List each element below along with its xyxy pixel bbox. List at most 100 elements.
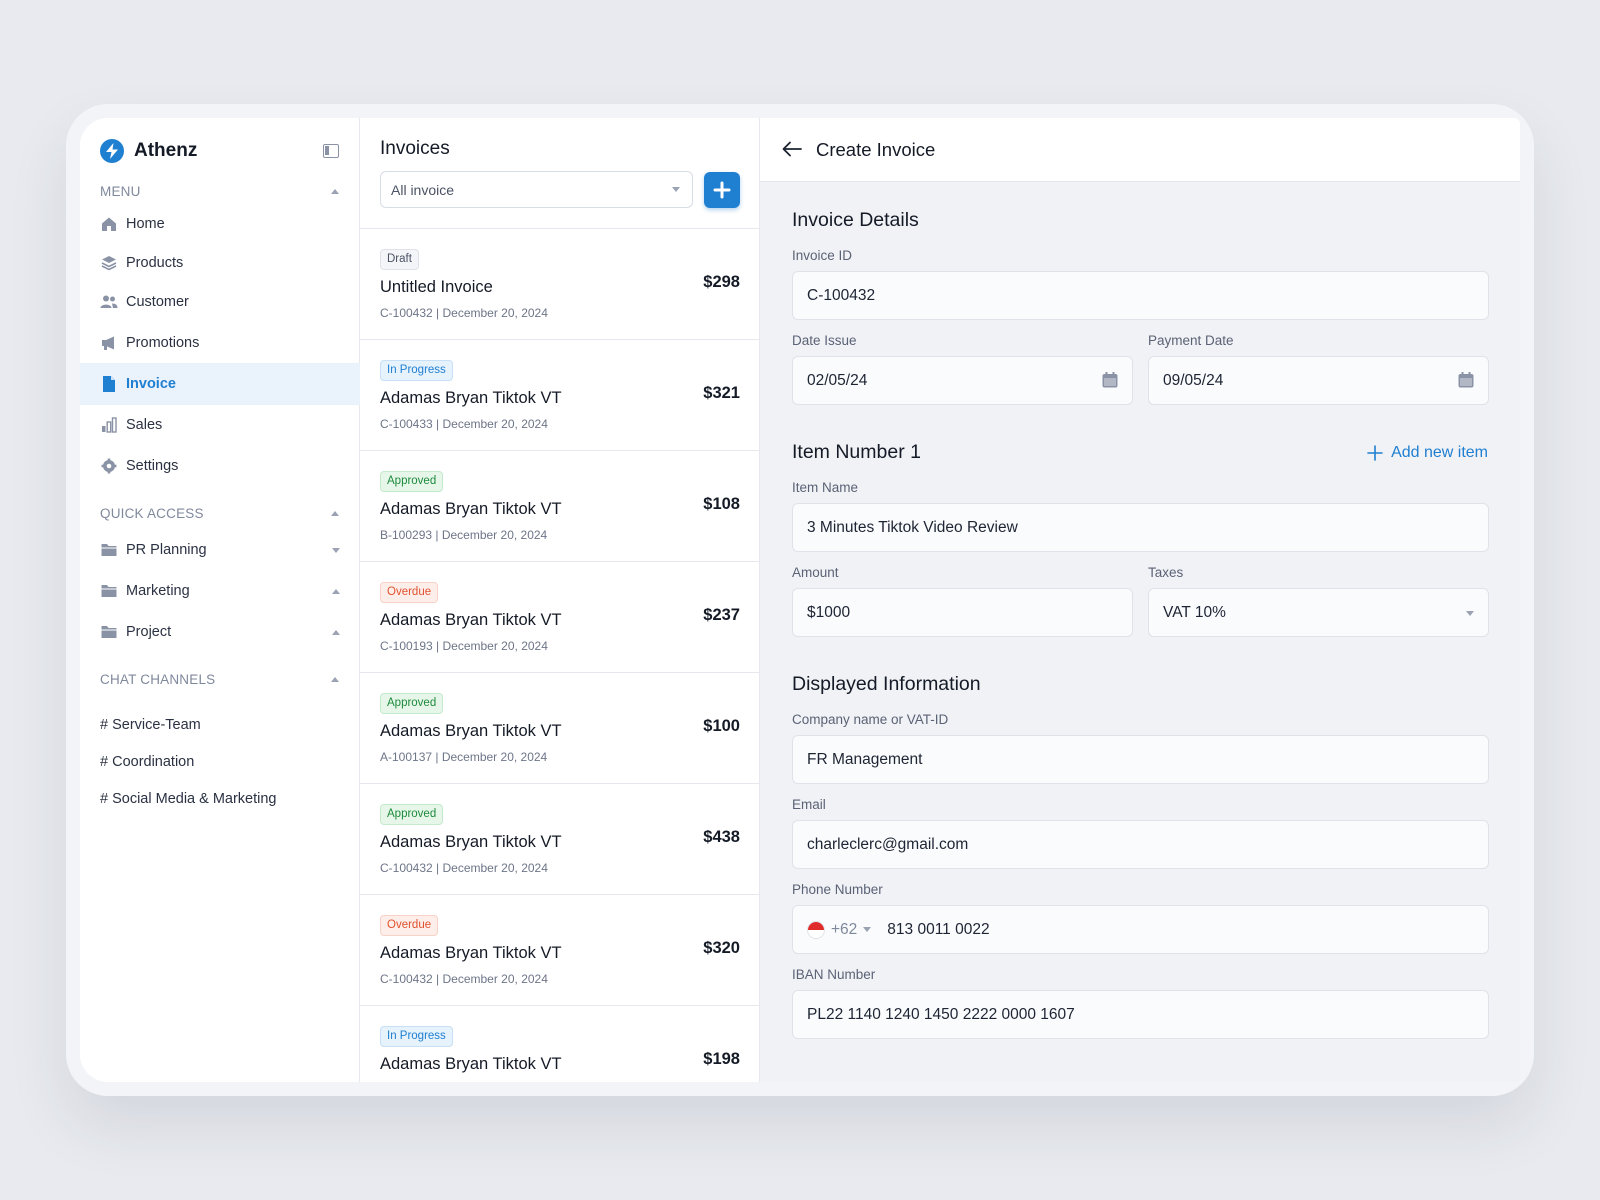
quick-access-label: Marketing xyxy=(126,583,190,599)
gear-icon xyxy=(100,457,118,475)
calendar-icon[interactable] xyxy=(1102,372,1118,393)
invoice-name: Adamas Bryan Tiktok VT xyxy=(380,1055,562,1073)
status-badge: Overdue xyxy=(380,582,439,603)
item-number-heading: Item Number 1 xyxy=(792,441,921,463)
payment-date-field[interactable]: 09/05/24 xyxy=(1148,356,1489,405)
invoice-meta: C-100193 | December 20, 2024 xyxy=(380,639,548,653)
quick-access-label: QUICK ACCESS xyxy=(100,505,204,521)
status-badge: Draft xyxy=(380,249,419,270)
date-issue-field[interactable]: 02/05/24 xyxy=(792,356,1133,405)
quick-access-project[interactable]: Project xyxy=(80,611,360,653)
invoice-card[interactable]: In Progress Adamas Bryan Tiktok VT C-100… xyxy=(360,339,760,450)
company-label: Company name or VAT-ID xyxy=(792,712,949,727)
invoice-meta: C-100432 | December 20, 2024 xyxy=(380,972,548,986)
invoice-cards: Draft Untitled Invoice C-100432 | Decemb… xyxy=(360,228,760,1082)
iban-field[interactable]: PL22 1140 1240 1450 2222 0000 1607 xyxy=(792,990,1489,1039)
invoice-card[interactable]: Approved Adamas Bryan Tiktok VT C-100432… xyxy=(360,783,760,894)
invoice-amount: $237 xyxy=(703,606,740,624)
displayed-information-heading: Displayed Information xyxy=(792,673,981,695)
add-invoice-button[interactable] xyxy=(704,172,740,208)
users-icon xyxy=(100,293,118,311)
invoice-list-panel: Invoices All invoice Draft Untitled Invo… xyxy=(360,118,760,1082)
invoice-filter-select[interactable]: All invoice xyxy=(380,171,693,208)
payment-date-value: 09/05/24 xyxy=(1163,371,1224,389)
item-name-value: 3 Minutes Tiktok Video Review xyxy=(807,518,1018,536)
email-value: charleclerc@gmail.com xyxy=(807,835,969,853)
add-new-item-button[interactable]: Add new item xyxy=(1367,444,1488,462)
invoice-details-heading: Invoice Details xyxy=(792,209,919,231)
invoice-meta: A-100137 | December 20, 2024 xyxy=(380,750,548,764)
invoice-card[interactable]: Approved Adamas Bryan Tiktok VT B-100293… xyxy=(360,450,760,561)
quick-access-marketing[interactable]: Marketing xyxy=(80,570,360,612)
invoice-card[interactable]: In Progress Adamas Bryan Tiktok VT $198 xyxy=(360,1005,760,1082)
plus-icon xyxy=(713,181,731,199)
indonesia-flag-icon[interactable] xyxy=(807,920,825,939)
channel-social-media-marketing[interactable]: # Social Media & Marketing xyxy=(100,791,277,807)
email-field[interactable]: charleclerc@gmail.com xyxy=(792,820,1489,869)
quick-access-header[interactable]: QUICK ACCESS xyxy=(100,504,339,522)
phone-field[interactable]: +62 813 0011 0022 xyxy=(792,905,1489,954)
chevron-down-icon[interactable] xyxy=(332,547,340,553)
company-field[interactable]: FR Management xyxy=(792,735,1489,784)
quick-access-pr-planning[interactable]: PR Planning xyxy=(80,529,360,571)
sidebar-item-customer[interactable]: Customer xyxy=(80,281,360,323)
status-badge: In Progress xyxy=(380,360,453,381)
invoice-meta: B-100293 | December 20, 2024 xyxy=(380,528,548,542)
sidebar-item-label: Products xyxy=(126,255,184,271)
channel-service-team[interactable]: # Service-Team xyxy=(100,717,201,733)
invoice-name: Adamas Bryan Tiktok VT xyxy=(380,389,562,407)
menu-section-label: MENU xyxy=(100,183,141,199)
invoice-card[interactable]: Overdue Adamas Bryan Tiktok VT C-100432 … xyxy=(360,894,760,1005)
invoice-id-field[interactable]: C-100432 xyxy=(792,271,1489,320)
sidebar-item-invoice[interactable]: Invoice xyxy=(80,363,360,405)
chevron-up-icon[interactable] xyxy=(332,629,340,635)
invoice-meta: C-100433 | December 20, 2024 xyxy=(380,417,548,431)
chat-channels-header[interactable]: CHAT CHANNELS xyxy=(100,670,339,688)
chevron-up-icon xyxy=(331,676,339,682)
chevron-down-icon[interactable] xyxy=(863,927,872,932)
chevron-up-icon xyxy=(331,188,339,194)
invoice-amount: $198 xyxy=(703,1050,740,1068)
sidebar-item-label: Sales xyxy=(126,417,163,433)
back-arrow-icon[interactable] xyxy=(782,141,802,162)
invoice-list-title: Invoices xyxy=(380,138,450,159)
add-new-item-label: Add new item xyxy=(1391,444,1488,461)
calendar-icon[interactable] xyxy=(1458,372,1474,393)
sidebar-item-sales[interactable]: Sales xyxy=(80,404,360,446)
invoice-card[interactable]: Overdue Adamas Bryan Tiktok VT C-100193 … xyxy=(360,561,760,672)
amount-field[interactable]: $1000 xyxy=(792,588,1133,637)
invoice-amount: $100 xyxy=(703,717,740,735)
status-badge: Approved xyxy=(380,471,444,492)
chevron-up-icon[interactable] xyxy=(332,588,340,594)
invoice-meta: C-100432 | December 20, 2024 xyxy=(380,306,548,320)
chevron-down-icon xyxy=(1466,611,1474,616)
item-name-field[interactable]: 3 Minutes Tiktok Video Review xyxy=(792,503,1489,552)
create-invoice-panel: Create Invoice Invoice Details Invoice I… xyxy=(760,118,1520,1082)
sidebar-item-label: Invoice xyxy=(126,376,176,392)
payment-date-label: Payment Date xyxy=(1148,333,1234,348)
sidebar-item-promotions[interactable]: Promotions xyxy=(80,322,360,364)
date-issue-label: Date Issue xyxy=(792,333,857,348)
date-issue-value: 02/05/24 xyxy=(807,371,868,389)
taxes-select[interactable]: VAT 10% xyxy=(1148,588,1489,637)
brand-name: Athenz xyxy=(134,140,198,161)
invoice-card[interactable]: Draft Untitled Invoice C-100432 | Decemb… xyxy=(360,228,760,339)
invoice-id-label: Invoice ID xyxy=(792,248,853,263)
email-label: Email xyxy=(792,797,826,812)
iban-label: IBAN Number xyxy=(792,967,876,982)
invoice-name: Adamas Bryan Tiktok VT xyxy=(380,722,562,740)
country-code[interactable]: +62 xyxy=(831,920,858,938)
sidebar-item-settings[interactable]: Settings xyxy=(80,445,360,487)
sidebar-collapse-icon[interactable] xyxy=(323,144,339,158)
sidebar-item-home[interactable]: Home xyxy=(80,203,360,245)
create-invoice-header: Create Invoice xyxy=(760,118,1520,182)
invoice-name: Adamas Bryan Tiktok VT xyxy=(380,500,562,518)
quick-access-label: PR Planning xyxy=(126,542,207,558)
menu-section-header[interactable]: MENU xyxy=(100,182,339,200)
invoice-amount: $321 xyxy=(703,384,740,402)
invoice-amount: $438 xyxy=(703,828,740,846)
channel-coordination[interactable]: # Coordination xyxy=(100,754,195,770)
taxes-label: Taxes xyxy=(1148,565,1184,580)
invoice-card[interactable]: Approved Adamas Bryan Tiktok VT A-100137… xyxy=(360,672,760,783)
sidebar-item-products[interactable]: Products xyxy=(80,242,360,284)
